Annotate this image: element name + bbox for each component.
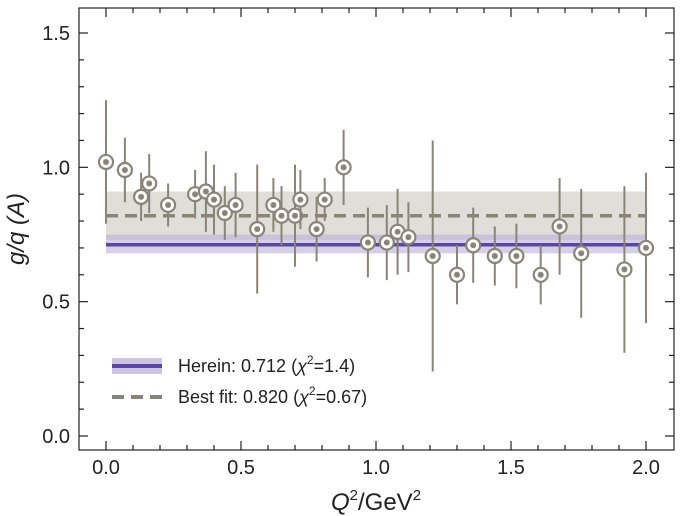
point-center [394, 228, 401, 235]
data-points [97, 100, 655, 372]
legend-herein-text: Herein: 0.712 (χ2=1.4) [178, 353, 355, 376]
point-center [146, 180, 153, 187]
point-center [103, 158, 109, 165]
x-tick-label: 0.0 [92, 457, 120, 479]
x-tick-label: 1.0 [362, 457, 390, 479]
data-point [616, 186, 633, 353]
point-center [340, 164, 347, 171]
point-center [138, 193, 145, 200]
data-point [532, 245, 549, 305]
data-point [265, 178, 282, 232]
axis-ticks: 0.0 0.5 1.0 1.5 2.0 0.0 0.5 1.0 1.5 [42, 8, 674, 479]
point-center [278, 212, 285, 219]
y-tick-label: 0.0 [42, 426, 70, 448]
legend-bestfit-text: Best fit: 0.820 (χ2=0.67) [178, 384, 367, 407]
x-tick-label: 0.5 [227, 457, 255, 479]
point-center [192, 191, 199, 198]
point-center [513, 252, 520, 259]
data-point [133, 172, 150, 222]
data-point [316, 178, 333, 222]
y-tick-label: 1.0 [42, 157, 70, 179]
data-point [486, 226, 503, 286]
data-point [116, 137, 134, 203]
point-center [556, 223, 563, 230]
point-center [491, 252, 498, 259]
data-point [465, 207, 482, 283]
data-point [308, 196, 325, 262]
point-center [221, 210, 228, 217]
point-center [405, 234, 412, 241]
data-point [637, 172, 655, 324]
data-point [160, 183, 177, 227]
data-point [292, 170, 309, 230]
point-center [364, 239, 371, 246]
point-center [537, 271, 544, 278]
x-axis-label: Q2/GeV2 [331, 487, 421, 516]
point-center [254, 226, 261, 233]
y-tick-label: 1.5 [42, 23, 70, 45]
point-center [165, 201, 172, 208]
y-tick-label: 0.5 [42, 292, 70, 314]
point-center [211, 196, 217, 203]
data-point [273, 186, 290, 246]
data-point [424, 140, 441, 372]
point-center [429, 252, 436, 259]
point-center [470, 242, 477, 249]
data-point [97, 100, 115, 224]
data-point [378, 204, 395, 281]
point-center [643, 244, 649, 251]
data-point [216, 186, 233, 240]
data-point [141, 153, 158, 214]
x-tick-label: 2.0 [632, 457, 660, 479]
data-point [551, 178, 568, 275]
point-center [578, 250, 585, 257]
data-point [335, 129, 352, 205]
point-center [297, 196, 304, 203]
point-center [454, 271, 460, 278]
legend: Herein: 0.712 (χ2=1.4) Best fit: 0.820 (… [112, 353, 367, 407]
x-tick-label: 1.5 [497, 457, 525, 479]
point-center [321, 196, 328, 203]
data-point [573, 188, 590, 318]
data-point [205, 164, 223, 235]
point-center [292, 212, 298, 219]
point-center [313, 226, 320, 233]
data-point [359, 207, 376, 278]
point-center [383, 239, 390, 246]
data-point [400, 202, 417, 273]
y-axis-label: g/q (A) [3, 193, 30, 265]
point-center [270, 201, 277, 208]
point-center [621, 266, 628, 273]
data-point [249, 164, 266, 294]
data-point [227, 172, 244, 238]
point-center [121, 167, 128, 174]
point-center [232, 201, 239, 208]
data-point [286, 164, 304, 267]
data-point [448, 245, 466, 305]
data-point [508, 223, 525, 289]
point-center [202, 188, 209, 195]
